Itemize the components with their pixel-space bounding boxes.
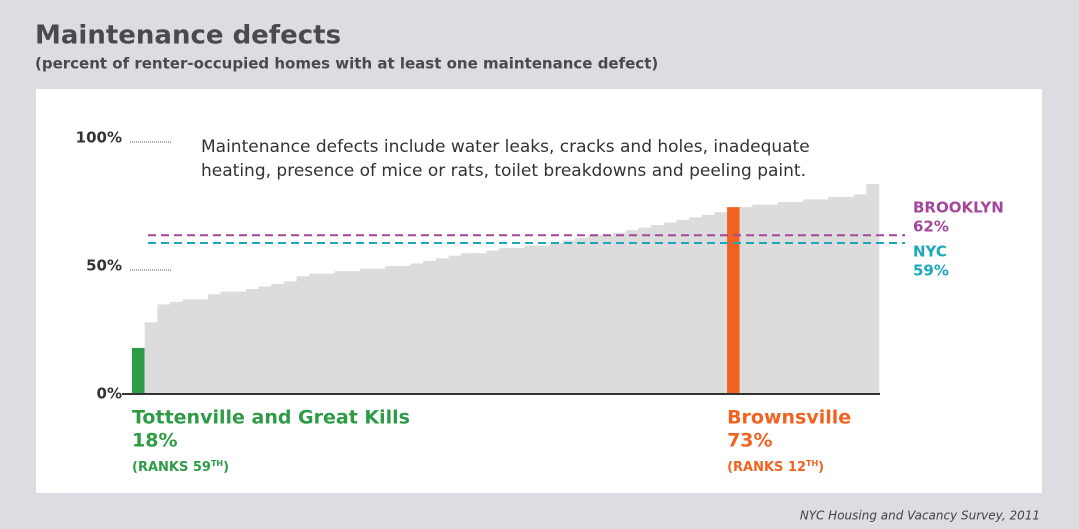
bar xyxy=(423,260,437,394)
rank-end: ) xyxy=(223,460,229,475)
bar xyxy=(397,266,411,394)
bar xyxy=(853,194,867,394)
bar xyxy=(258,286,272,394)
bar xyxy=(245,289,259,394)
source: NYC Housing and Vacancy Survey, 2011 xyxy=(800,509,1040,523)
bar xyxy=(309,273,323,394)
rank-end: ) xyxy=(818,460,824,475)
bar xyxy=(600,235,614,394)
bar xyxy=(765,204,779,394)
reference-label: 62% xyxy=(913,218,949,236)
bar xyxy=(499,248,513,394)
y-tick-label: 100% xyxy=(76,129,122,147)
bar xyxy=(562,240,576,394)
bar xyxy=(676,219,690,394)
reference-name: NYC xyxy=(913,243,947,261)
bar xyxy=(663,222,677,394)
bar xyxy=(866,184,880,394)
bar xyxy=(283,281,297,394)
highlight-bar xyxy=(132,347,145,394)
reference-name: BROOKLYN xyxy=(913,199,1004,217)
bar xyxy=(689,217,703,394)
bar xyxy=(486,250,500,394)
bar xyxy=(334,271,348,394)
bar xyxy=(651,225,665,394)
chart-title: Maintenance defects xyxy=(35,21,341,51)
bar xyxy=(828,196,842,394)
y-tick-label: 0% xyxy=(97,385,122,403)
bar xyxy=(587,235,601,394)
note: heating, presence of mice or rats, toile… xyxy=(201,161,806,181)
bar xyxy=(410,263,424,394)
bar xyxy=(448,255,462,394)
bar xyxy=(347,271,361,394)
bar xyxy=(195,299,209,394)
bar xyxy=(701,214,715,394)
value-label: 73% xyxy=(727,430,772,452)
rank-label: (RANKS 59TH) xyxy=(132,459,229,475)
y-tick-label: 50% xyxy=(86,257,122,275)
bar xyxy=(271,283,285,394)
rank-text: (RANKS 59 xyxy=(132,460,211,475)
bar xyxy=(372,268,386,394)
bar xyxy=(803,199,816,394)
bar xyxy=(752,204,766,394)
category-label: Brownsville xyxy=(727,407,851,429)
highlight-bar xyxy=(727,207,740,394)
bar xyxy=(144,322,158,394)
bar xyxy=(815,199,829,394)
bar xyxy=(473,253,487,394)
bar xyxy=(207,294,221,394)
bar xyxy=(549,242,563,394)
bar xyxy=(385,266,399,394)
bar xyxy=(220,291,234,394)
note: Maintenance defects include water leaks,… xyxy=(201,137,810,157)
bar xyxy=(157,304,171,394)
reference-label: 59% xyxy=(913,262,949,280)
bar xyxy=(461,253,475,394)
bar xyxy=(233,291,247,394)
bar xyxy=(296,276,310,394)
bar xyxy=(182,299,196,394)
rank-sup: TH xyxy=(211,459,223,468)
category-label: Tottenville and Great Kills xyxy=(132,407,410,429)
bar xyxy=(321,273,335,394)
bar xyxy=(511,248,525,394)
rank-label: (RANKS 12TH) xyxy=(727,459,824,475)
bar xyxy=(841,196,854,394)
bar xyxy=(359,268,373,394)
bar xyxy=(524,245,538,394)
bar xyxy=(638,227,652,394)
bar xyxy=(625,230,639,394)
rank-sup: TH xyxy=(806,459,818,468)
chart-subtitle: (percent of renter-occupied homes with a… xyxy=(35,55,658,73)
bar xyxy=(790,202,804,394)
value-label: 18% xyxy=(132,430,177,452)
bar xyxy=(739,207,753,394)
bar xyxy=(613,232,627,394)
bar xyxy=(537,245,551,394)
bar xyxy=(714,212,728,394)
bar xyxy=(435,258,449,394)
bar xyxy=(169,301,183,394)
rank-text: (RANKS 12 xyxy=(727,460,806,475)
bar xyxy=(575,237,589,394)
bar xyxy=(777,202,791,394)
